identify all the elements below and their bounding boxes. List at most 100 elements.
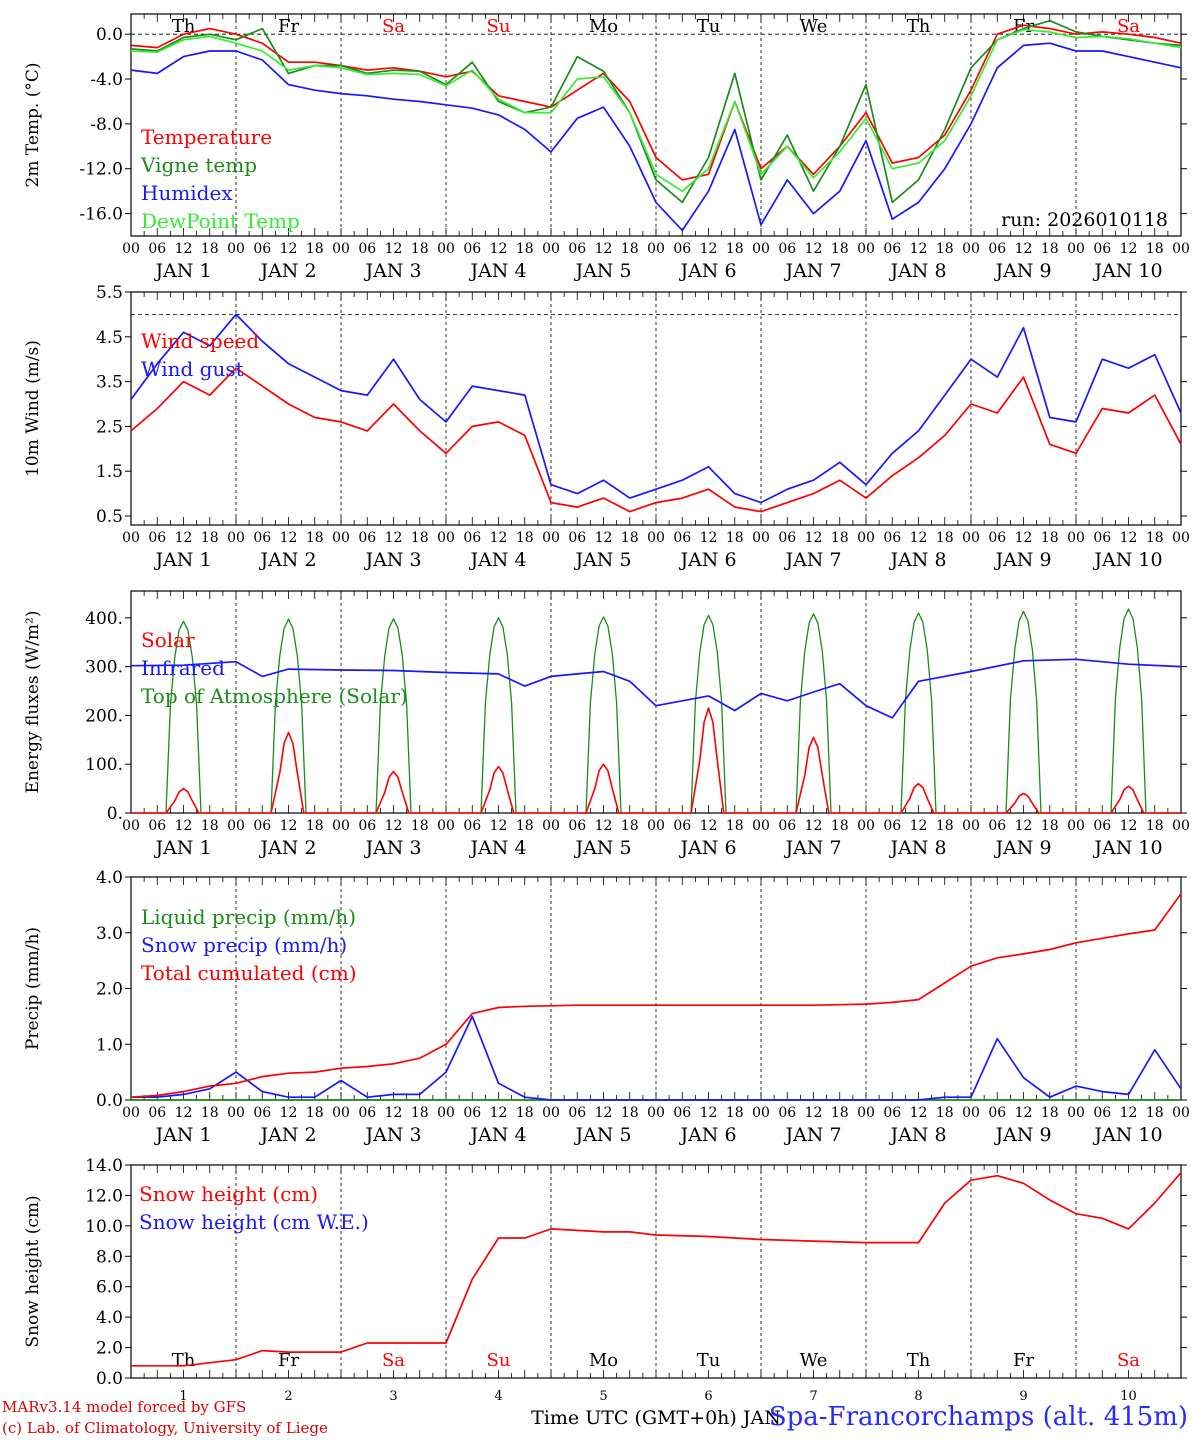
date-label: JAN 1 [153,549,211,571]
y-tick-label: 0.0 [96,1091,123,1111]
y-tick-label: 1.0 [96,1035,123,1055]
hour-tick-label: 12 [175,530,193,546]
hour-tick-label: 18 [621,241,639,257]
hour-tick-label: 18 [306,818,324,834]
y-tick-label: 400. [85,609,123,629]
y-tick-label: 1.5 [96,462,123,482]
hour-tick-label: 06 [778,241,796,257]
series-line-wind-speed [130,367,1182,513]
hour-tick-label: 06 [883,530,901,546]
legend-wind-gust: Wind gust [141,357,244,381]
day-number: 3 [389,1389,397,1404]
date-label: JAN 1 [153,1124,211,1146]
hour-tick-label: 06 [1093,530,1111,546]
date-label: JAN 6 [678,1124,736,1146]
y-tick-label: 8.0 [96,1247,123,1267]
series-line-dewpoint-temp [130,28,1182,193]
hour-tick-label: 06 [673,1105,691,1121]
hour-tick-label: 06 [568,818,586,834]
hour-tick-label: 00 [1172,1105,1190,1121]
hour-tick-label: 18 [831,1105,849,1121]
date-label: JAN 6 [678,260,736,282]
hour-tick-label: 00 [1067,241,1085,257]
date-label: JAN 4 [468,260,526,282]
hour-tick-label: 18 [831,530,849,546]
hour-tick-label: 18 [1146,818,1164,834]
legend-total-cumulated-cm: Total cumulated (cm) [141,961,357,985]
hour-tick-label: 00 [122,530,140,546]
hour-tick-label: 18 [726,1105,744,1121]
series-line-humidex [130,42,1182,232]
legend-wind-speed: Wind speed [141,329,259,353]
hour-tick-label: 00 [227,530,245,546]
hour-tick-label: 00 [122,241,140,257]
hour-tick-label: 06 [988,1105,1006,1121]
hour-tick-label: 18 [411,818,429,834]
hour-tick-label: 06 [1093,241,1111,257]
credit-line-2: (c) Lab. of Climatology, University of L… [2,1419,328,1437]
weekday-label: Sa [1117,1350,1140,1371]
y-tick-label: 5.5 [96,283,123,303]
y-tick-label: 4.5 [96,328,123,348]
hour-tick-label: 06 [253,241,271,257]
hour-tick-label: 18 [1041,241,1059,257]
weekday-label: Th [172,1350,196,1371]
weekday-label: Tu [697,1350,721,1371]
hour-tick-label: 00 [332,530,350,546]
date-label: JAN 3 [363,260,421,282]
hour-tick-label: 12 [595,1105,613,1121]
hour-tick-label: 00 [752,530,770,546]
hour-tick-label: 06 [253,1105,271,1121]
y-tick-label: 0.5 [96,507,123,527]
hour-tick-label: 12 [280,1105,298,1121]
series-line-wind-gust [130,313,1182,504]
date-label: JAN 3 [363,549,421,571]
date-label: JAN 10 [1092,837,1162,859]
hour-tick-label: 12 [385,818,403,834]
hour-tick-label: 18 [306,1105,324,1121]
y-tick-label: 2.0 [96,1339,123,1359]
hour-tick-label: 00 [1172,241,1190,257]
series-line-total-cumulated-cm [130,893,1182,1099]
hour-tick-label: 06 [463,530,481,546]
hour-tick-label: 18 [201,818,219,834]
y-tick-label: -4.0 [90,70,123,90]
hour-tick-label: 06 [883,1105,901,1121]
day-number: 7 [809,1389,817,1404]
hour-tick-label: 12 [910,241,928,257]
hour-tick-label: 00 [122,818,140,834]
hour-tick-label: 12 [700,530,718,546]
hour-tick-label: 00 [1172,530,1190,546]
run-label: run: 2026010118 [1001,209,1168,231]
weekday-label: Th [907,1350,931,1371]
hour-tick-label: 00 [752,1105,770,1121]
date-label: JAN 9 [993,1124,1051,1146]
y-tick-label: 4.0 [96,1308,123,1328]
date-label: JAN 5 [573,1124,631,1146]
day-number: 1 [179,1389,187,1404]
date-label: JAN 2 [258,1124,316,1146]
y-tick-label: 4.0 [96,868,123,888]
series-line-infrared [130,658,1182,719]
hour-tick-label: 18 [1146,1105,1164,1121]
hour-tick-label: 12 [490,1105,508,1121]
hour-tick-label: 00 [1172,818,1190,834]
hour-tick-label: 18 [726,241,744,257]
hour-tick-label: 00 [542,241,560,257]
hour-tick-label: 18 [306,530,324,546]
hour-tick-label: 18 [1041,818,1059,834]
hour-tick-label: 06 [568,530,586,546]
y-tick-label: -16.0 [79,205,123,225]
hour-tick-label: 18 [1146,530,1164,546]
hour-tick-label: 06 [463,818,481,834]
weekday-label: Mo [589,1350,618,1371]
y-tick-label: 0. [107,804,123,824]
hour-tick-label: 00 [227,241,245,257]
hour-tick-label: 00 [647,241,665,257]
hour-tick-label: 00 [962,530,980,546]
hour-tick-label: 00 [647,1105,665,1121]
hour-tick-label: 06 [883,818,901,834]
hour-tick-label: 18 [936,1105,954,1121]
date-label: JAN 1 [153,260,211,282]
